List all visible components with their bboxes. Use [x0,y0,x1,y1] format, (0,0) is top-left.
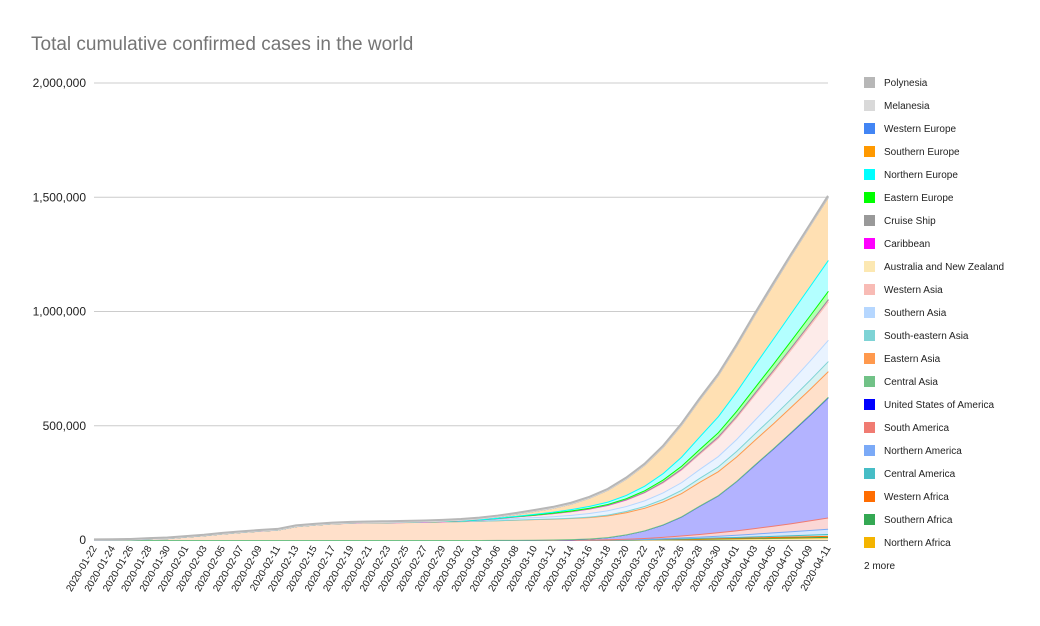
y-tick-label: 0 [79,533,86,547]
legend-swatch [864,307,875,318]
legend-more: 2 more [864,561,896,572]
y-tick-label: 1,000,000 [33,305,87,319]
legend-swatch [864,422,875,433]
legend-swatch [864,215,875,226]
legend-label: Central Asia [884,377,938,388]
legend-label: United States of America [884,400,994,411]
legend-label: Southern Asia [884,308,947,319]
legend-label: South America [884,423,949,434]
legend-label: Southern Africa [884,515,953,526]
legend-swatch [864,514,875,525]
legend-swatch [864,445,875,456]
legend-label: Eastern Europe [884,193,954,204]
legend: Polynesia Melanesia Western Europe Southern… [864,77,1004,549]
area-line-polynesia [93,195,829,541]
legend-label: Western Africa [884,492,949,503]
legend-label: Eastern Asia [884,354,941,365]
legend-label: Northern Europe [884,170,958,181]
legend-swatch [864,169,875,180]
legend-swatch [864,238,875,249]
legend-swatch [864,284,875,295]
legend-label: Central America [884,469,956,480]
legend-swatch [864,353,875,364]
area-united-states-of-america [94,397,828,540]
legend-swatch [864,261,875,272]
stacked-areas [93,195,829,541]
legend-swatch [864,192,875,203]
legend-swatch [864,537,875,548]
legend-label: South-eastern Asia [884,331,969,342]
y-tick-label: 1,500,000 [33,190,87,204]
y-tick-label: 500,000 [43,419,87,433]
legend-swatch [864,330,875,341]
legend-label: Western Europe [884,124,957,135]
legend-label: Cruise Ship [884,216,936,227]
legend-label: Polynesia [884,78,928,89]
legend-swatch [864,123,875,134]
legend-swatch [864,491,875,502]
legend-label: Northern America [884,446,962,457]
y-axis-ticks: 0 500,000 1,000,000 1,500,000 2,000,000 [33,76,87,547]
legend-label: Western Asia [884,285,943,296]
legend-label: Melanesia [884,101,930,112]
legend-swatch [864,399,875,410]
area-northern-africa [94,537,828,540]
x-axis-ticks: 2020-01-222020-01-242020-01-262020-01-28… [64,544,833,594]
y-tick-label: 2,000,000 [33,76,87,90]
chart-title: Total cumulative confirmed cases in the … [31,34,413,55]
legend-label: Caribbean [884,239,930,250]
legend-label: Australia and New Zealand [884,262,1004,273]
legend-swatch [864,468,875,479]
legend-swatch [864,100,875,111]
legend-label: Southern Europe [884,147,960,158]
legend-label: Northern Africa [884,538,951,549]
legend-swatch [864,77,875,88]
legend-swatch [864,376,875,387]
legend-swatch [864,146,875,157]
